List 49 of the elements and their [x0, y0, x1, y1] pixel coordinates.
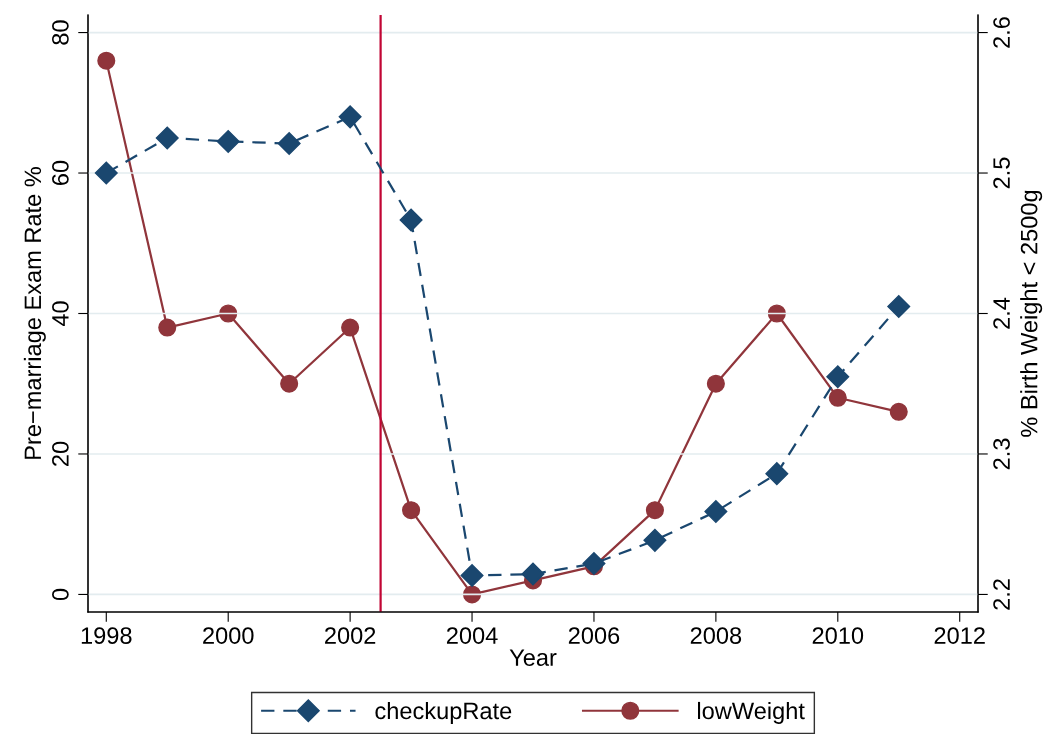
point — [460, 563, 484, 587]
y2-axis-title: % Birth Weight < 2500g — [1020, 190, 1043, 437]
point — [889, 402, 908, 421]
point — [158, 318, 177, 337]
point — [643, 528, 667, 552]
point — [828, 388, 847, 407]
point — [338, 105, 362, 129]
y2-tick-label: 2.3 — [993, 438, 1010, 470]
point — [94, 161, 118, 185]
point — [402, 501, 421, 520]
point — [582, 552, 606, 576]
point — [826, 365, 850, 389]
point — [645, 501, 664, 520]
y2-tick-label: 2.6 — [993, 17, 1010, 48]
point — [277, 132, 301, 156]
y-tick-label: 80 — [52, 20, 69, 45]
point — [767, 304, 786, 323]
x-tick-label: 2000 — [203, 627, 254, 644]
legend-label: lowWeight — [698, 701, 805, 724]
y-tick-label: 40 — [52, 301, 69, 327]
y-tick-label: 60 — [52, 160, 69, 185]
x-tick-label: 2004 — [446, 627, 498, 644]
x-tick-label: 2002 — [325, 627, 376, 644]
y-tick-label: 0 — [52, 588, 69, 601]
x-tick-label: 2008 — [690, 627, 742, 644]
x-axis-title: Year — [509, 649, 557, 666]
point — [704, 500, 728, 524]
y-axis-title: Pre−marriage Exam Rate % — [23, 167, 46, 459]
point — [341, 318, 360, 337]
point — [463, 585, 482, 604]
point — [521, 562, 545, 586]
y-tick-label: 20 — [52, 441, 69, 466]
point — [219, 304, 238, 323]
y2-tick-label: 2.2 — [993, 579, 1010, 610]
y2-tick-label: 2.5 — [993, 157, 1010, 189]
y2-tick-label: 2.4 — [993, 297, 1010, 329]
point — [765, 462, 789, 486]
x-tick-label: 2010 — [812, 627, 864, 644]
point — [155, 126, 179, 150]
x-tick-label: 1998 — [81, 627, 132, 644]
point — [706, 374, 725, 393]
point — [280, 374, 299, 393]
point — [97, 51, 116, 70]
legend-label: checkupRate — [375, 701, 512, 724]
point — [887, 294, 911, 318]
point — [216, 129, 240, 153]
x-tick-label: 2012 — [934, 627, 985, 644]
x-tick-label: 2006 — [568, 627, 620, 644]
point — [399, 208, 423, 232]
